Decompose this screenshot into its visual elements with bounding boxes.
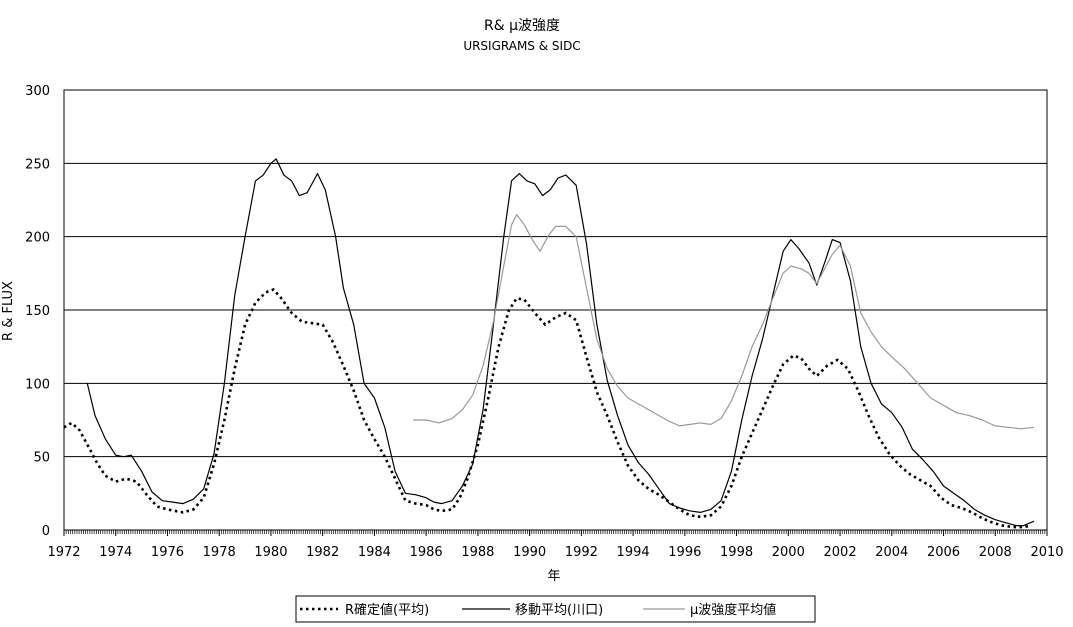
- series-line-1: [63, 288, 1032, 529]
- x-tick-label: 1972: [47, 545, 80, 560]
- legend-label-2: 移動平均(川口): [515, 603, 603, 618]
- x-tick-label: 2008: [979, 545, 1012, 560]
- chart-title: R& μ波強度: [484, 18, 560, 34]
- x-tick-label: 1998: [720, 545, 753, 560]
- y-tick-label: 150: [25, 304, 50, 319]
- x-tick-label: 1982: [306, 545, 339, 560]
- gridlines: [64, 162, 1047, 458]
- x-axis-ticks: 1972 1974 1976 1978 1980 1982 1984 1986 1988 1990…: [47, 530, 1064, 560]
- x-minor-ticks: [63, 530, 1048, 534]
- legend-frame: [295, 595, 816, 623]
- legend-label-1: R確定値(平均): [345, 602, 429, 618]
- x-tick-label: 2002: [824, 545, 857, 560]
- x-axis-title: 年: [547, 569, 560, 584]
- y-tick-label: 100: [25, 377, 50, 392]
- legend-label-3: μ波強度平均値: [690, 602, 776, 618]
- x-tick-label: 1980: [254, 545, 287, 560]
- x-tick-label: 2010: [1030, 545, 1063, 560]
- x-tick-label: 1984: [358, 545, 391, 560]
- legend: R確定値(平均) 移動平均(川口) μ波強度平均値: [295, 595, 816, 623]
- series-line-3: [413, 214, 1035, 430]
- x-tick-label: 1994: [617, 545, 650, 560]
- x-tick-label: 1992: [565, 545, 598, 560]
- series-group: [63, 158, 1035, 529]
- y-axis-title: R & FLUX: [1, 281, 16, 341]
- x-tick-label: 1988: [461, 545, 494, 560]
- y-tick-label: 250: [25, 157, 50, 172]
- x-tick-label: 1990: [513, 545, 546, 560]
- x-tick-label: 1976: [151, 545, 184, 560]
- x-tick-label: 2000: [772, 545, 805, 560]
- y-axis-ticks: 0 50 100 150 200 250 300: [25, 84, 50, 539]
- x-tick-label: 1996: [668, 545, 701, 560]
- x-tick-label: 1978: [203, 545, 236, 560]
- x-tick-label: 1986: [410, 545, 443, 560]
- x-tick-label: 2006: [927, 545, 960, 560]
- chart-subtitle: URSIGRAMS & SIDC: [463, 39, 580, 53]
- y-tick-label: 0: [42, 524, 50, 539]
- series-line-2: [86, 158, 1035, 527]
- x-tick-label: 2004: [875, 545, 908, 560]
- plot-area-frame: [63, 89, 1048, 531]
- x-tick-label: 1974: [99, 545, 132, 560]
- y-tick-label: 200: [25, 231, 50, 246]
- y-tick-label: 300: [25, 84, 50, 99]
- y-tick-label: 50: [33, 451, 50, 466]
